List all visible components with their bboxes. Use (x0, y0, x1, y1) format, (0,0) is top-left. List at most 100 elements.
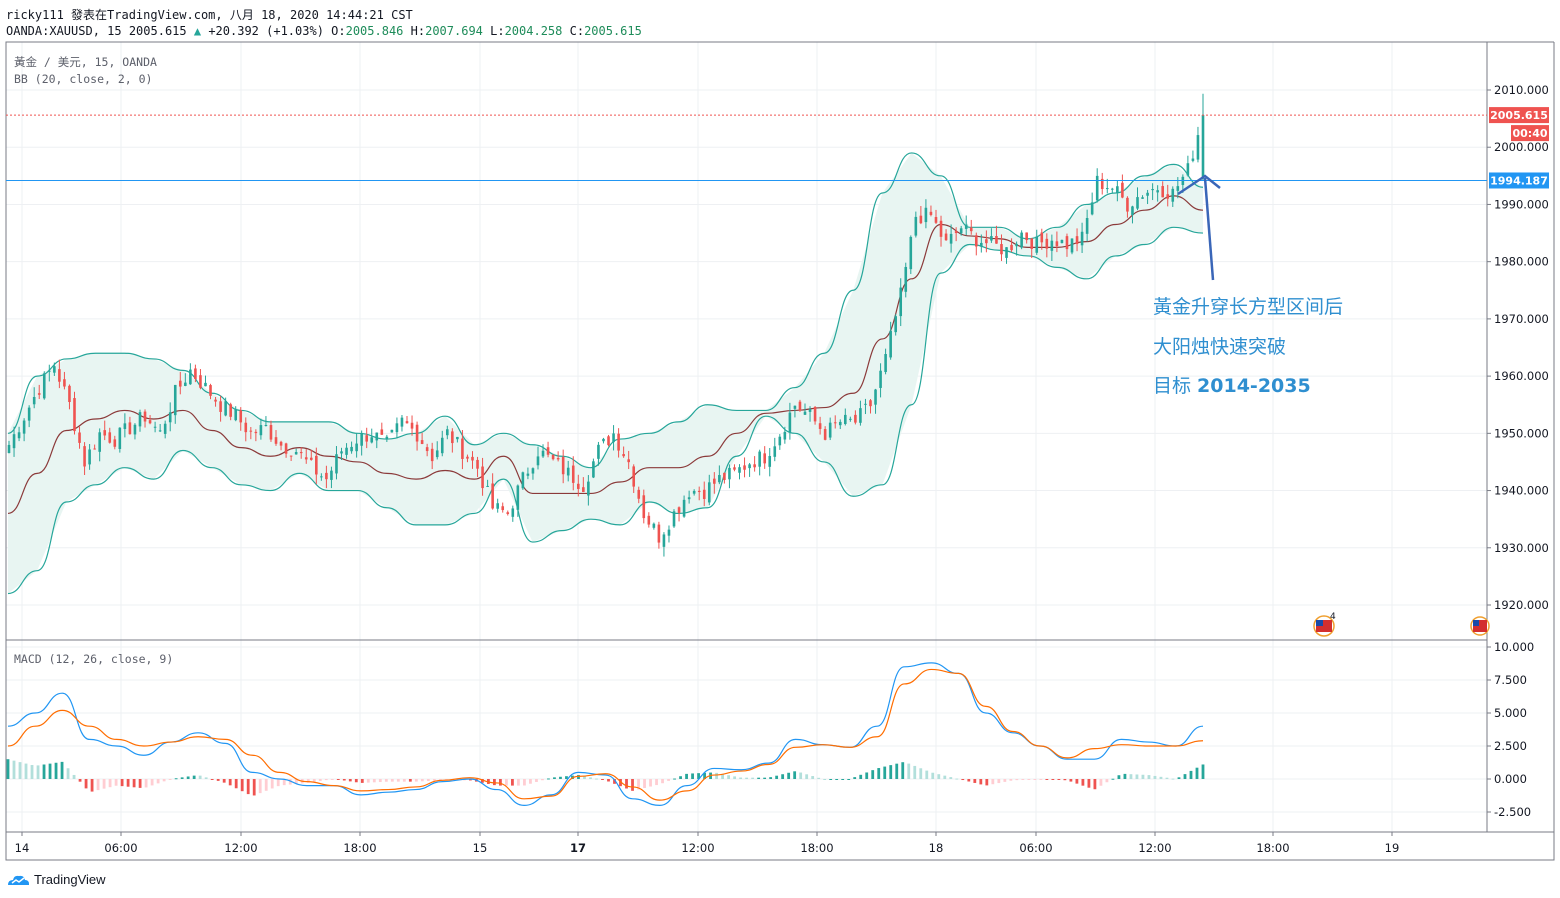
candle-body (123, 423, 127, 430)
macd-histogram-bar (931, 772, 935, 779)
candle-body (98, 432, 101, 452)
publish-info: ricky111 發表在TradingView.com, 八月 18, 2020… (6, 8, 413, 22)
candle-body (1025, 232, 1028, 241)
candle-body (587, 481, 590, 496)
bb-lower-band (7, 226, 1204, 595)
macd-histogram-bar (258, 779, 262, 794)
candle-body (833, 422, 837, 424)
macd-histogram-bar (18, 762, 22, 779)
time-tick-label: 19 (1385, 841, 1400, 855)
event-flag-icon-2[interactable] (1470, 616, 1490, 636)
event-flag-icon[interactable]: 4 (1313, 612, 1336, 637)
time-axis[interactable]: 14 06:00 12:00 18:00 15 17 12:00 18:00 18 06:00 12… (15, 832, 1400, 855)
macd-histogram-bar (372, 779, 376, 783)
macd-histogram-bar (30, 765, 34, 779)
candle-body (723, 472, 726, 480)
countdown-label: 00:40 (1512, 127, 1547, 140)
candle-body (667, 529, 671, 536)
candle-body (390, 429, 394, 433)
macd-tick-label: 0.000 (1494, 772, 1527, 786)
candle-body (763, 453, 766, 464)
candle-body (53, 366, 56, 373)
signal-line (7, 668, 1204, 801)
tradingview-logo[interactable]: TradingView (6, 872, 106, 887)
macd-histogram-bar (979, 779, 983, 785)
macd-histogram-bar (1027, 779, 1031, 780)
price-tick-label: 1930.000 (1494, 541, 1549, 555)
macd-histogram-bar (114, 779, 118, 786)
macd-histogram-bar (1015, 779, 1019, 781)
candle-body (859, 408, 862, 423)
bb-indicator-label[interactable]: BB (20, close, 2, 0) (14, 72, 153, 86)
candle-body (133, 424, 137, 435)
low-label: L: (490, 24, 505, 38)
macd-histogram-bar (1105, 779, 1109, 783)
candle-body (798, 401, 802, 411)
macd-histogram-bar (1165, 777, 1169, 779)
candle-body (818, 423, 822, 429)
macd-histogram-bar (48, 763, 52, 779)
macd-histogram-bar (649, 779, 652, 787)
candle-body (894, 316, 897, 333)
candle-body (889, 330, 892, 358)
macd-histogram-bar (384, 779, 388, 782)
macd-histogram-bar (198, 775, 202, 779)
candle-body (400, 417, 404, 427)
macd-histogram-bar (156, 779, 160, 784)
candle-body (446, 429, 449, 436)
candle-body (420, 440, 424, 444)
macd-histogram-bar (366, 779, 370, 783)
candle-body (204, 382, 207, 387)
macd-tick-label: -2.500 (1494, 805, 1531, 819)
macd-histogram-bar (997, 779, 1001, 784)
candle-body (340, 451, 343, 454)
macd-histogram-bar (901, 762, 905, 779)
macd-histogram-bar (1063, 779, 1067, 781)
candle-body (1121, 182, 1124, 198)
macd-histogram-bar (673, 778, 676, 780)
macd-histogram-bar (967, 779, 971, 782)
annotation-arrow-shaft (1203, 177, 1215, 281)
macd-indicator-label[interactable]: MACD (12, 26, close, 9) (14, 652, 174, 666)
macd-histogram-bar (757, 777, 761, 779)
macd-histogram-bar (354, 779, 358, 783)
macd-histogram-bar (1009, 779, 1013, 781)
symbol-name[interactable]: OANDA:XAUUSD, 15 (6, 24, 122, 38)
candle-body (657, 524, 661, 543)
macd-histogram-bar (144, 779, 148, 788)
candle-body (541, 450, 545, 457)
candle-body (602, 438, 605, 442)
macd-histogram-bar (679, 776, 682, 779)
candle-body (879, 370, 882, 388)
macd-histogram-bar (390, 779, 394, 782)
macd-histogram-bar (324, 779, 328, 781)
candle-body (1161, 186, 1164, 198)
price-axis[interactable]: 2010.000 2000.000 1990.000 1980.000 1970.000… (1487, 83, 1549, 612)
macd-histogram-bar (408, 779, 412, 782)
macd-histogram-bar (120, 779, 124, 787)
candle-body (128, 422, 132, 435)
candle-body (627, 459, 630, 463)
candle-body (103, 430, 107, 436)
macd-histogram-bar (402, 779, 406, 782)
candle-body (531, 468, 535, 474)
macd-histogram-bar (192, 775, 196, 779)
macd-histogram-bar (841, 779, 845, 780)
macd-histogram-bar (769, 777, 773, 779)
macd-histogram-bar (84, 779, 88, 789)
macd-histogram-bar (745, 777, 749, 779)
candle-body (773, 446, 777, 457)
macd-axis[interactable]: 10.000 7.500 5.000 2.500 0.000 -2.500 (1487, 640, 1534, 819)
candle-body (405, 421, 409, 424)
candle-body (451, 431, 454, 444)
candle-body (501, 506, 505, 511)
candle-body (320, 476, 323, 478)
annotation-line-3: 目标 2014-2035 (1153, 371, 1311, 398)
macd-histogram-bar (60, 761, 64, 779)
candle-body (304, 457, 308, 460)
candle-body (118, 427, 122, 449)
candle-body (214, 399, 217, 402)
macd-histogram-bar (511, 779, 514, 786)
pane-title[interactable]: 黃金 / 美元, 15, OANDA (14, 55, 157, 69)
